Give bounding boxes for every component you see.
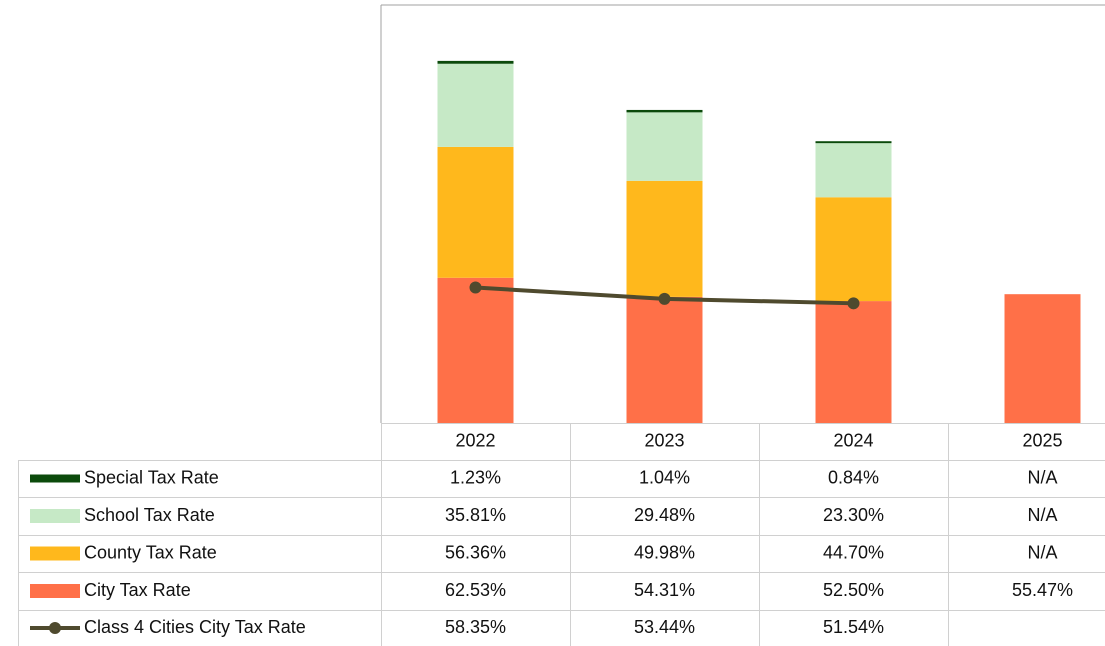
data-label: 58.35% (445, 617, 506, 637)
data-label: N/A (1027, 542, 1057, 562)
data-label: 56.36% (445, 542, 506, 562)
data-label: N/A (1027, 467, 1057, 487)
bar-segment (626, 109, 703, 113)
legend-label: County Tax Rate (84, 542, 217, 562)
data-label: 1.23% (450, 467, 501, 487)
data-label: 0.84% (828, 467, 879, 487)
legend-label: Special Tax Rate (84, 467, 219, 487)
line-marker (847, 297, 860, 310)
x-tick-label: 2023 (644, 430, 684, 450)
data-label: 23.30% (823, 505, 884, 525)
bar-segment (815, 143, 892, 198)
data-label: 35.81% (445, 505, 506, 525)
legend-label: Class 4 Cities City Tax Rate (84, 617, 306, 637)
x-tick-label: 2024 (833, 430, 873, 450)
data-label: 49.98% (634, 542, 695, 562)
bar-segment (815, 197, 892, 302)
line-marker (469, 281, 482, 294)
bar-segment (437, 277, 514, 423)
legend-key (49, 622, 61, 634)
bar-segment (437, 146, 514, 278)
data-label: 53.44% (634, 617, 695, 637)
bar-segment (626, 180, 703, 297)
x-tick-label: 2022 (455, 430, 495, 450)
legend-key (30, 546, 80, 561)
bar-segment (815, 141, 892, 144)
legend-key (30, 509, 80, 523)
bar-segment (626, 112, 703, 181)
x-tick-label: 2025 (1022, 430, 1062, 450)
data-label: 1.04% (639, 467, 690, 487)
data-label: N/A (1027, 505, 1057, 525)
line-marker (658, 292, 671, 305)
legend-label: School Tax Rate (84, 505, 215, 525)
bar-segment (626, 296, 703, 423)
bar-segment (437, 63, 514, 147)
bar-segment (815, 301, 892, 423)
data-label: 54.31% (634, 580, 695, 600)
data-label: 62.53% (445, 580, 506, 600)
bar-segment (1004, 294, 1081, 423)
data-label: 51.54% (823, 617, 884, 637)
data-label: 55.47% (1012, 580, 1073, 600)
bar-segment (437, 60, 514, 64)
legend-label: City Tax Rate (84, 580, 191, 600)
data-label: 29.48% (634, 505, 695, 525)
legend-key (30, 584, 80, 598)
data-label: 44.70% (823, 542, 884, 562)
legend-key (30, 474, 80, 483)
data-label: 52.50% (823, 580, 884, 600)
